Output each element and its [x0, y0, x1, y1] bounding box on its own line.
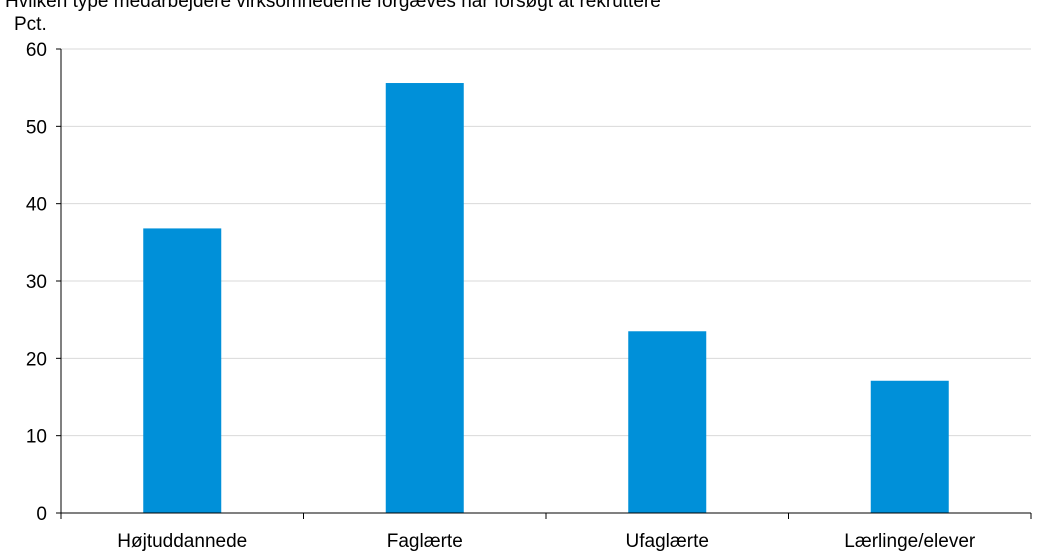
y-tick-label: 30	[26, 272, 47, 293]
y-tick-label: 0	[36, 504, 47, 525]
x-tick-label: Højtuddannede	[117, 531, 247, 552]
y-tick-label: 60	[26, 40, 47, 61]
bars	[143, 83, 949, 513]
y-tick-label: 50	[26, 117, 47, 138]
bar	[385, 83, 464, 513]
y-tick-label: 20	[26, 349, 47, 370]
y-tick-labels: 0 10 20 30 40 50 60	[26, 40, 47, 525]
x-tick-label: Ufaglærte	[626, 531, 709, 552]
gridlines	[61, 48, 1031, 437]
y-axis-unit-label: Pct.	[14, 14, 47, 35]
bar	[628, 331, 707, 513]
y-tick-label: 40	[26, 195, 47, 216]
x-tick-label: Lærlinge/elever	[844, 531, 976, 552]
x-tick-labels: Højtuddannede Faglærte Ufaglærte Lærlinge/e…	[117, 531, 976, 552]
bar	[143, 228, 222, 513]
chart-title: Hvilken type medarbejdere virksomhederne…	[5, 0, 661, 12]
y-tick-label: 10	[26, 427, 47, 448]
bar	[870, 380, 949, 513]
x-tick-label: Faglærte	[387, 531, 463, 552]
axes	[56, 48, 1032, 519]
